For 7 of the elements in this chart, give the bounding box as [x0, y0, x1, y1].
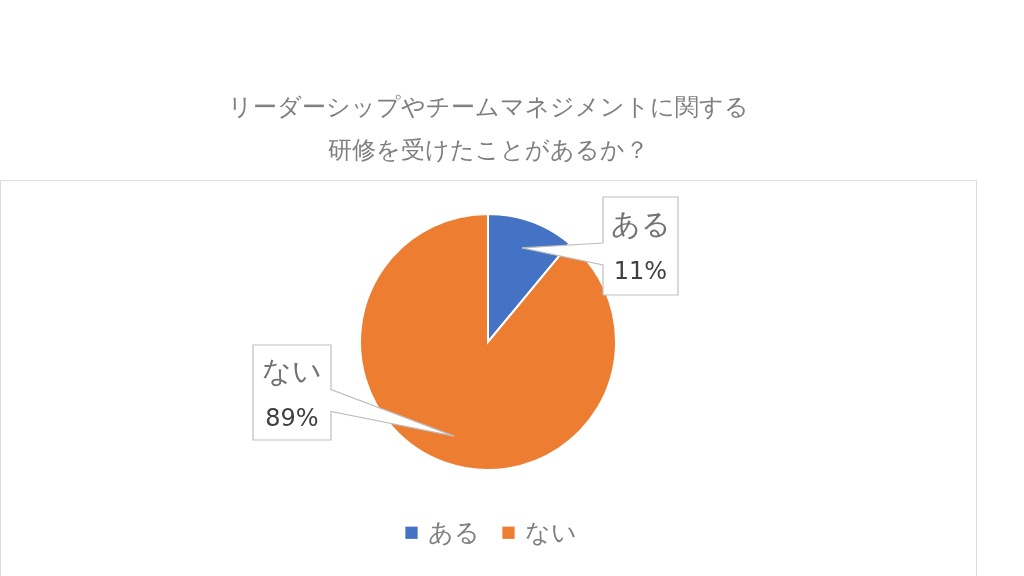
slice-label: ない	[262, 353, 322, 388]
chart-title: リーダーシップやチームマネジメントに関する研修を受けたことがあるか？	[227, 93, 749, 164]
slice-label: ある	[610, 207, 671, 241]
legend-label: ない	[525, 517, 577, 547]
data-label: 89%	[265, 403, 319, 432]
data-label: 11%	[613, 257, 668, 285]
legend-label: ある	[428, 517, 480, 547]
